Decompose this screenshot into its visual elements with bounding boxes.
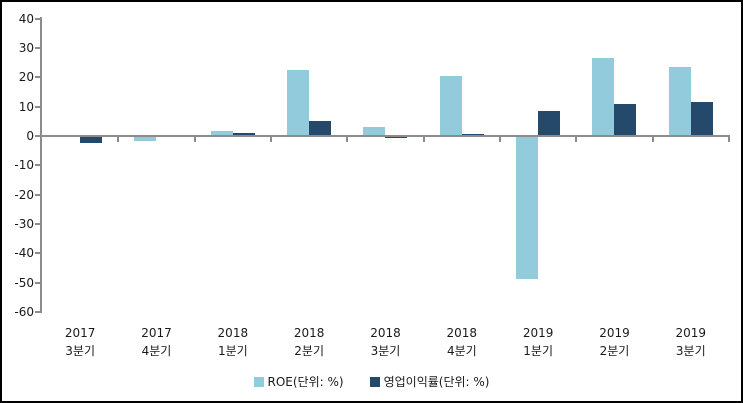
y-axis-label: 10 [18, 99, 34, 114]
x-axis-tick [346, 136, 349, 142]
x-axis-tick [117, 136, 120, 142]
x-axis-label: 2019 1분기 [500, 324, 576, 360]
roe-bar [516, 137, 539, 280]
opmargin-bar [538, 110, 561, 136]
x-axis-label: 2019 3분기 [653, 324, 729, 360]
x-axis-label-quarter: 4분기 [446, 344, 477, 358]
x-axis-label: 2019 2분기 [576, 324, 652, 360]
y-axis-label: 20 [18, 70, 34, 85]
x-axis-line [41, 135, 730, 137]
x-axis-tick [193, 136, 196, 142]
roe-bar [287, 70, 310, 136]
y-axis-label: -10 [14, 158, 34, 173]
x-axis-label-year: 2017 [141, 326, 172, 340]
x-axis-label-quarter: 4분기 [141, 344, 172, 358]
x-axis-label: 2017 4분기 [118, 324, 194, 360]
legend-item-roe: ROE(단위: %) [253, 373, 344, 390]
y-axis-label: 0 [26, 129, 34, 143]
y-axis-tick [35, 193, 41, 196]
roe-bar [592, 57, 615, 136]
x-axis-label-year: 2018 [217, 326, 249, 340]
y-axis-tick [35, 281, 41, 284]
legend: ROE(단위: %) 영업이익률(단위: %) [2, 373, 741, 390]
roe-bar [134, 137, 157, 141]
x-axis-label-year: 2019 [599, 326, 630, 340]
roe-bar [439, 75, 462, 136]
y-axis-tick [35, 135, 41, 137]
x-axis-label-quarter: 3분기 [370, 344, 401, 358]
opmargin-bar [614, 103, 637, 136]
y-axis-label: -50 [14, 275, 34, 290]
y-axis-tick [35, 252, 41, 255]
roe-bar [363, 126, 386, 136]
y-axis-tick [35, 164, 41, 167]
y-axis-label: -40 [14, 246, 34, 261]
x-axis-label-year: 2018 [370, 326, 401, 340]
legend-label-opmargin: 영업이익률(단위: %) [383, 375, 490, 389]
x-axis-tick [727, 136, 730, 142]
y-axis-tick [35, 47, 41, 50]
opmargin-legend-swatch-icon [369, 376, 380, 387]
x-axis-label-quarter: 2분기 [599, 344, 630, 358]
y-axis-label: 30 [18, 41, 34, 56]
y-axis-label: -60 [14, 304, 34, 319]
x-axis-label-quarter: 3분기 [65, 344, 96, 358]
x-axis-label: 2017 3분기 [42, 324, 118, 360]
y-axis-label: -30 [14, 216, 34, 231]
x-axis-label-year: 2019 [522, 326, 554, 340]
y-axis-label: -20 [14, 187, 34, 202]
opmargin-bar [461, 133, 484, 136]
x-axis-label-year: 2017 [64, 326, 96, 340]
x-axis-label-quarter: 3분기 [675, 344, 706, 358]
y-axis-tick [35, 222, 41, 225]
legend-label-roe: ROE(단위: %) [267, 375, 344, 389]
x-axis-label-year: 2018 [446, 326, 478, 340]
x-axis-label-quarter: 2분기 [294, 344, 324, 358]
x-axis-tick [651, 136, 654, 142]
roe-legend-swatch-icon [253, 376, 264, 387]
opmargin-bar [385, 137, 408, 139]
x-axis-tick [269, 136, 272, 142]
legend-item-opmargin: 영업이익률(단위: %) [369, 373, 490, 390]
roe-bar [210, 131, 233, 136]
x-axis-label: 2018 2분기 [271, 324, 347, 360]
y-axis-tick [35, 76, 41, 79]
roe-bar [668, 67, 691, 136]
x-axis-tick [422, 136, 425, 142]
x-axis-label: 2018 4분기 [424, 324, 500, 360]
y-axis-label: 40 [18, 11, 34, 26]
x-axis-tick [575, 136, 578, 142]
x-axis-label-quarter: 1분기 [523, 344, 553, 358]
y-axis-tick [35, 17, 41, 20]
x-axis-label-quarter: 1분기 [217, 344, 248, 358]
x-axis-tick [498, 136, 501, 142]
opmargin-bar [80, 137, 103, 143]
y-axis-tick [35, 310, 41, 313]
x-axis-label-year: 2018 [293, 326, 325, 340]
x-axis-label: 2018 1분기 [195, 324, 271, 360]
opmargin-bar [309, 121, 332, 136]
x-axis-label-year: 2019 [675, 326, 707, 340]
y-axis-line [40, 17, 42, 313]
x-axis-label: 2018 3분기 [347, 324, 423, 360]
y-axis-tick [35, 105, 41, 108]
opmargin-bar [232, 133, 255, 136]
opmargin-bar [690, 102, 713, 136]
